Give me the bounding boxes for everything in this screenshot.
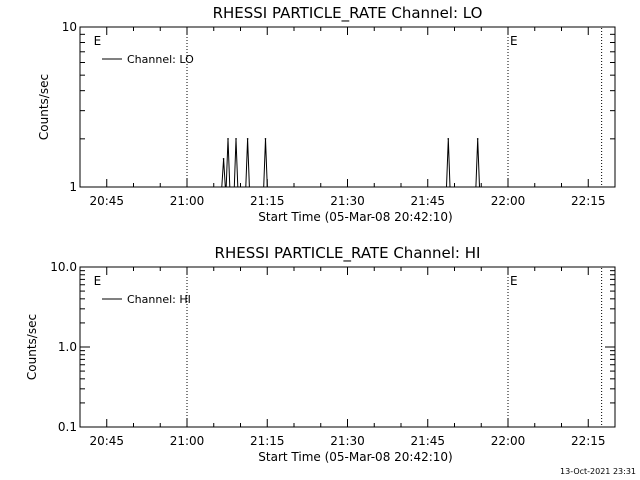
x-axis-label: Start Time (05-Mar-08 20:42:10) [258, 210, 452, 224]
data-point [227, 138, 229, 140]
y-tick-label: 1 [69, 180, 77, 194]
event-marker-label: E [94, 34, 102, 48]
data-point [264, 138, 267, 140]
y-axis-label: Counts/sec [37, 74, 51, 140]
data-point [447, 138, 450, 140]
x-tick-label: 21:30 [330, 194, 365, 208]
chart-hi-channel: RHESSI PARTICLE_RATE Channel: HI E E 20:45 2… [25, 244, 616, 464]
chart-title: RHESSI PARTICLE_RATE Channel: HI [215, 244, 481, 263]
x-tick-label: 21:45 [410, 194, 445, 208]
x-tick-label: 20:45 [89, 434, 124, 448]
event-marker-label: E [510, 274, 518, 288]
plot-frame [79, 266, 616, 428]
plot-frame [79, 26, 616, 188]
y-tick-label: 10 [62, 20, 77, 34]
x-tick-label: 21:00 [170, 194, 205, 208]
data-point [235, 138, 237, 140]
x-tick-label: 22:00 [491, 434, 526, 448]
data-point [246, 138, 249, 140]
chart-title: RHESSI PARTICLE_RATE Channel: LO [213, 4, 483, 23]
x-tick-label: 21:15 [250, 194, 285, 208]
data-point [222, 158, 225, 160]
y-tick-label: 0.1 [58, 420, 77, 434]
y-axis-label: Counts/sec [25, 314, 39, 380]
x-tick-label: 21:45 [410, 434, 445, 448]
x-tick-label: 21:30 [330, 434, 365, 448]
legend-entry: Channel: LO [127, 53, 194, 66]
timestamp: 13-Oct-2021 23:31 [560, 467, 636, 476]
event-marker-label: E [510, 34, 518, 48]
x-tick-label: 20:45 [89, 194, 124, 208]
x-tick-label: 22:00 [491, 194, 526, 208]
series-line-lo [91, 138, 615, 188]
x-tick-label: 21:15 [250, 434, 285, 448]
x-axis-label: Start Time (05-Mar-08 20:42:10) [258, 450, 452, 464]
legend-entry: Channel: HI [127, 293, 191, 306]
x-tick-label: 21:00 [170, 434, 205, 448]
chart-lo-channel: RHESSI PARTICLE_RATE Channel: LO E E 20:45 2… [37, 4, 616, 224]
y-tick-label: 1.0 [58, 340, 77, 354]
y-tick-label: 10.0 [50, 260, 77, 274]
x-tick-label: 22:15 [571, 194, 606, 208]
data-point [476, 138, 479, 140]
x-tick-label: 22:15 [571, 434, 606, 448]
event-marker-label: E [94, 274, 102, 288]
